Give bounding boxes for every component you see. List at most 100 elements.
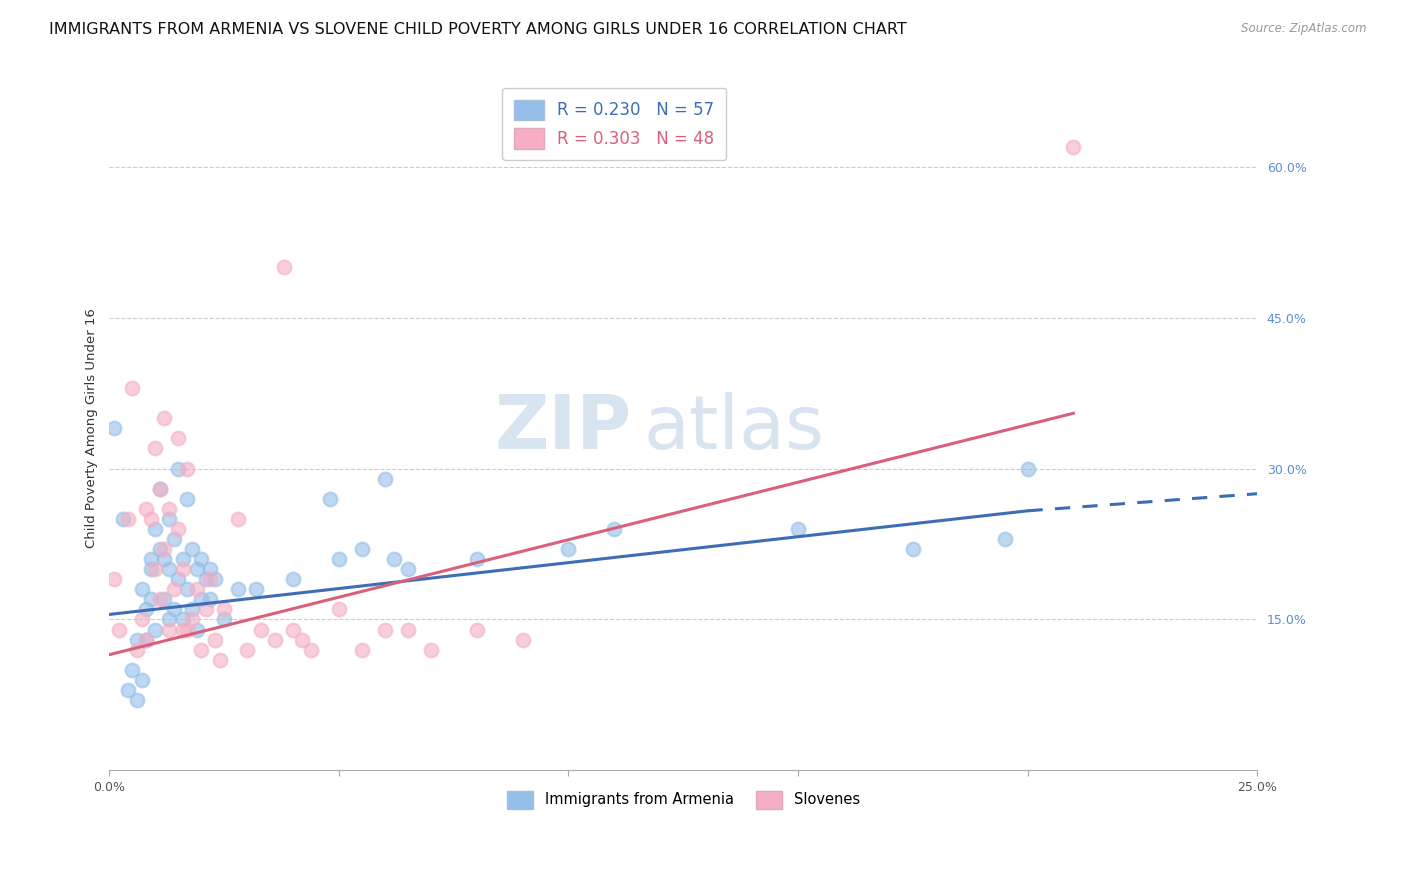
Text: IMMIGRANTS FROM ARMENIA VS SLOVENE CHILD POVERTY AMONG GIRLS UNDER 16 CORRELATIO: IMMIGRANTS FROM ARMENIA VS SLOVENE CHILD…	[49, 22, 907, 37]
Point	[143, 562, 166, 576]
Point	[139, 562, 162, 576]
Point	[117, 682, 139, 697]
Point	[172, 552, 194, 566]
Point	[153, 592, 176, 607]
Point	[181, 542, 204, 557]
Point	[149, 592, 172, 607]
Point	[281, 623, 304, 637]
Point	[382, 552, 405, 566]
Point	[167, 572, 190, 586]
Point	[208, 653, 231, 667]
Text: Source: ZipAtlas.com: Source: ZipAtlas.com	[1241, 22, 1367, 36]
Point	[103, 572, 125, 586]
Point	[135, 632, 157, 647]
Point	[1017, 461, 1039, 475]
Point	[186, 562, 208, 576]
Point	[107, 623, 129, 637]
Point	[135, 501, 157, 516]
Point	[157, 612, 180, 626]
Point	[350, 642, 373, 657]
Point	[396, 623, 419, 637]
Point	[212, 602, 235, 616]
Point	[374, 472, 396, 486]
Point	[172, 623, 194, 637]
Point	[328, 602, 350, 616]
Point	[281, 572, 304, 586]
Point	[131, 612, 153, 626]
Point	[226, 512, 249, 526]
Point	[181, 602, 204, 616]
Point	[263, 632, 285, 647]
Point	[163, 602, 186, 616]
Point	[236, 642, 259, 657]
Point	[396, 562, 419, 576]
Point	[125, 632, 148, 647]
Point	[143, 623, 166, 637]
Point	[172, 562, 194, 576]
Point	[131, 582, 153, 597]
Point	[204, 572, 226, 586]
Point	[143, 522, 166, 536]
Text: atlas: atlas	[643, 392, 824, 465]
Point	[157, 512, 180, 526]
Point	[117, 512, 139, 526]
Point	[125, 642, 148, 657]
Point	[190, 592, 212, 607]
Point	[250, 623, 273, 637]
Point	[226, 582, 249, 597]
Point	[131, 673, 153, 687]
Point	[557, 542, 579, 557]
Point	[419, 642, 441, 657]
Point	[186, 582, 208, 597]
Point	[167, 522, 190, 536]
Point	[350, 542, 373, 557]
Point	[787, 522, 810, 536]
Point	[149, 482, 172, 496]
Point	[186, 623, 208, 637]
Point	[200, 562, 222, 576]
Point	[143, 442, 166, 456]
Legend: Immigrants from Armenia, Slovenes: Immigrants from Armenia, Slovenes	[501, 785, 866, 814]
Point	[176, 461, 198, 475]
Point	[993, 532, 1015, 546]
Text: ZIP: ZIP	[495, 392, 631, 465]
Point	[176, 491, 198, 506]
Point	[139, 592, 162, 607]
Point	[149, 482, 172, 496]
Point	[901, 542, 924, 557]
Point	[200, 592, 222, 607]
Point	[194, 602, 217, 616]
Point	[167, 461, 190, 475]
Point	[153, 552, 176, 566]
Point	[273, 260, 295, 275]
Point	[374, 623, 396, 637]
Point	[245, 582, 267, 597]
Point	[172, 612, 194, 626]
Point	[121, 381, 143, 395]
Point	[200, 572, 222, 586]
Point	[163, 532, 186, 546]
Point	[465, 552, 488, 566]
Point	[163, 582, 186, 597]
Point	[212, 612, 235, 626]
Y-axis label: Child Poverty Among Girls Under 16: Child Poverty Among Girls Under 16	[86, 309, 98, 549]
Point	[512, 632, 534, 647]
Point	[153, 542, 176, 557]
Point	[204, 632, 226, 647]
Point	[112, 512, 135, 526]
Point	[157, 623, 180, 637]
Point	[1062, 139, 1084, 153]
Point	[139, 512, 162, 526]
Point	[194, 572, 217, 586]
Point	[167, 431, 190, 445]
Point	[465, 623, 488, 637]
Point	[157, 562, 180, 576]
Point	[328, 552, 350, 566]
Point	[190, 552, 212, 566]
Point	[291, 632, 314, 647]
Point	[190, 642, 212, 657]
Point	[103, 421, 125, 435]
Point	[181, 612, 204, 626]
Point	[149, 542, 172, 557]
Point	[299, 642, 322, 657]
